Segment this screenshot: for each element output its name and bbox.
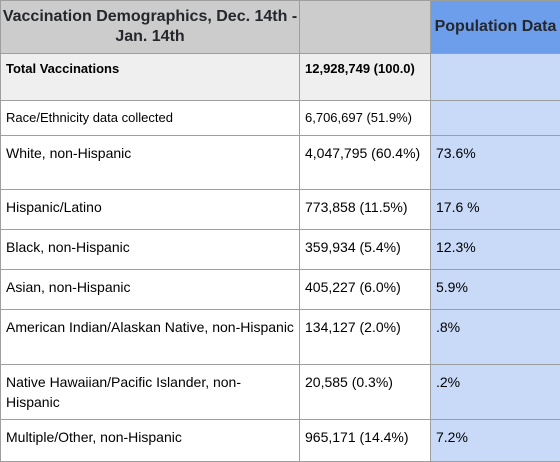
population-cell: .2% bbox=[431, 365, 560, 420]
population-cell: 5.9% bbox=[431, 270, 560, 310]
vaccinations-cell: 6,706,697 (51.9%) bbox=[300, 101, 431, 136]
table-row: American Indian/Alaskan Native, non-Hisp… bbox=[1, 310, 560, 365]
category-cell: Asian, non-Hispanic bbox=[1, 270, 300, 310]
table-row: Black, non-Hispanic 359,934 (5.4%) 12.3% bbox=[1, 230, 560, 270]
table-row: Asian, non-Hispanic 405,227 (6.0%) 5.9% bbox=[1, 270, 560, 310]
header-demographics: Vaccination Demographics, Dec. 14th - Ja… bbox=[1, 1, 300, 54]
vaccinations-cell: 359,934 (5.4%) bbox=[300, 230, 431, 270]
table-row: Hispanic/Latino 773,858 (11.5%) 17.6 % bbox=[1, 190, 560, 230]
population-cell: 12.3% bbox=[431, 230, 560, 270]
table-row: White, non-Hispanic 4,047,795 (60.4%) 73… bbox=[1, 136, 560, 190]
population-cell: 17.6 % bbox=[431, 190, 560, 230]
category-cell: Race/Ethnicity data collected bbox=[1, 101, 300, 136]
category-cell: American Indian/Alaskan Native, non-Hisp… bbox=[1, 310, 300, 365]
population-cell: 73.6% bbox=[431, 136, 560, 190]
vaccinations-cell: 134,127 (2.0%) bbox=[300, 310, 431, 365]
table-row: Multiple/Other, non-Hispanic 965,171 (14… bbox=[1, 420, 560, 462]
header-row: Vaccination Demographics, Dec. 14th - Ja… bbox=[1, 1, 560, 54]
category-cell: Total Vaccinations bbox=[1, 54, 300, 101]
table-row: Native Hawaiian/Pacific Islander, non-Hi… bbox=[1, 365, 560, 420]
category-cell: Hispanic/Latino bbox=[1, 190, 300, 230]
header-vaccinations bbox=[300, 1, 431, 54]
category-cell: Native Hawaiian/Pacific Islander, non-Hi… bbox=[1, 365, 300, 420]
category-cell: White, non-Hispanic bbox=[1, 136, 300, 190]
population-cell: .8% bbox=[431, 310, 560, 365]
vaccinations-cell: 4,047,795 (60.4%) bbox=[300, 136, 431, 190]
vaccinations-cell: 405,227 (6.0%) bbox=[300, 270, 431, 310]
category-cell: Black, non-Hispanic bbox=[1, 230, 300, 270]
category-cell: Multiple/Other, non-Hispanic bbox=[1, 420, 300, 462]
vaccinations-cell: 965,171 (14.4%) bbox=[300, 420, 431, 462]
table-row: Race/Ethnicity data collected 6,706,697 … bbox=[1, 101, 560, 136]
header-population: Population Data bbox=[431, 1, 560, 54]
table-row-total: Total Vaccinations 12,928,749 (100.0) bbox=[1, 54, 560, 101]
population-cell: 7.2% bbox=[431, 420, 560, 462]
vaccinations-cell: 20,585 (0.3%) bbox=[300, 365, 431, 420]
vaccinations-cell: 773,858 (11.5%) bbox=[300, 190, 431, 230]
vaccinations-cell: 12,928,749 (100.0) bbox=[300, 54, 431, 101]
population-cell bbox=[431, 101, 560, 136]
population-cell bbox=[431, 54, 560, 101]
